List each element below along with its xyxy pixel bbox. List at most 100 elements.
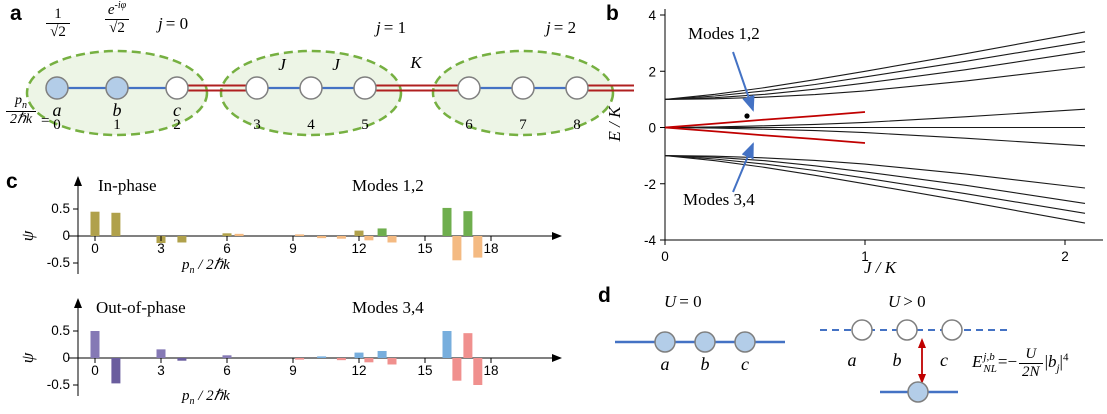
energy-shift-arrow-bottom	[918, 374, 926, 384]
x-axis-arrow	[552, 232, 562, 240]
site-index-3: 3	[253, 117, 261, 133]
x-tick-label: 6	[223, 241, 231, 256]
modes-1-2-annotation: Modes 1,2	[688, 24, 760, 43]
x-tick-label: 0	[91, 241, 99, 256]
y-tick-label: -0.5	[47, 255, 70, 270]
in-phase-x-axis-title: pn / 2ℏk	[182, 255, 230, 276]
site-index-0: 0	[53, 117, 61, 133]
series-band-upper-1	[664, 31, 1086, 100]
p-subscript: n	[22, 99, 27, 111]
site-4-circle	[299, 76, 323, 100]
y-tick-label: -2	[644, 177, 656, 192]
eq-b: b	[1047, 351, 1057, 371]
y-axis-arrow	[74, 298, 82, 308]
coupling-J-label: J	[332, 55, 340, 74]
u1-site-b-label: b	[892, 350, 902, 370]
bar	[317, 356, 327, 358]
out-of-phase-x-axis-title: pn / 2ℏk	[182, 386, 230, 407]
bar	[336, 358, 346, 361]
x-tick-label: 0	[661, 249, 669, 264]
x-tick-label: 3	[157, 241, 165, 256]
site-a-label: a	[52, 100, 62, 120]
eq-abs-open: |	[1044, 351, 1048, 371]
bar	[90, 211, 100, 236]
y-tick-label: -0.5	[47, 377, 70, 392]
x-tick-label: 6	[223, 363, 231, 378]
site-c-label: c	[173, 100, 181, 120]
series-band-lower-4	[664, 155, 1086, 189]
in-phase-chart: 0.5 0 -0.5 0 3 6 9 12 15 18	[47, 176, 562, 274]
eq-numerator: U	[1025, 346, 1037, 362]
y-tick-label: 0	[648, 121, 656, 136]
trimer-2-index-label: j = 2	[546, 18, 576, 38]
bar	[442, 331, 452, 358]
j-symbol: j	[546, 18, 551, 37]
eq-superscript: j,b	[983, 350, 995, 363]
spectrum-x-axis-title: J / K	[863, 258, 897, 277]
site-7-circle	[511, 76, 535, 100]
spectrum-y-axis-title: E / K	[605, 106, 624, 142]
site-2-circle	[165, 76, 189, 100]
p-subscript: n	[189, 265, 195, 276]
equals-sign: =	[41, 113, 50, 129]
out-of-phase-chart: 0.5 0 -0.5 0 3 6 9 12 15 18	[47, 298, 562, 396]
series-band-lower-2	[664, 155, 1086, 214]
site-1-circle	[105, 76, 129, 100]
x-tick-label: 9	[289, 241, 297, 256]
momentum-fraction: pn 2ℏk	[2, 93, 40, 128]
x-tick-label: 15	[417, 363, 432, 378]
out-of-phase-title: Out-of-phase	[96, 298, 186, 317]
U-symbol: U	[664, 292, 677, 311]
out-of-phase-y-axis-title: ψ	[18, 352, 37, 364]
bar	[452, 236, 462, 261]
u0-site-b-circle	[694, 331, 716, 353]
amplitude-b-denominator: √2	[105, 18, 129, 37]
bar	[463, 211, 473, 236]
site-index-5: 5	[361, 117, 369, 133]
y-tick-label: 0	[62, 350, 70, 365]
eq-equals: =	[997, 351, 1008, 371]
site-index-7: 7	[519, 117, 527, 133]
u1-site-a-circle	[851, 319, 873, 341]
momentum-denominator: 2ℏk	[5, 111, 37, 128]
bar	[234, 233, 244, 236]
site-3-circle	[245, 76, 269, 100]
panel-b-label: b	[606, 2, 619, 25]
bar	[377, 350, 387, 358]
bar	[473, 236, 483, 258]
bar	[90, 331, 100, 358]
modes-1-2-arrow	[732, 51, 755, 112]
p-subscript: n	[189, 396, 195, 407]
amplitude-b-base: e	[107, 2, 115, 18]
series-band-upper-4	[664, 66, 1086, 100]
eq-subscript: NL	[983, 363, 997, 375]
x-axis-arrow	[552, 354, 562, 362]
panel-c-label: c	[6, 170, 18, 193]
panel-d-label: d	[598, 284, 611, 307]
panel-d-diagram	[615, 319, 1008, 403]
u0-site-a-label: a	[660, 354, 670, 374]
series-modes-3-4	[664, 126, 866, 144]
series-band-middle-up	[664, 108, 1086, 129]
bar	[364, 358, 374, 363]
x-tick-label: 9	[289, 363, 297, 378]
momentum-numerator: pn	[15, 93, 27, 111]
amplitude-b-numerator: e-iφ	[107, 0, 126, 19]
eq-b-subscript: j	[1056, 362, 1060, 375]
coupling-J-label: J	[278, 55, 286, 74]
modes-marker-dot	[744, 113, 750, 119]
series-band-middle-down	[664, 126, 1086, 147]
site-b-label: b	[112, 100, 122, 120]
p-symbol: p	[182, 388, 190, 404]
panel-a-label: a	[10, 2, 22, 25]
amplitude-a-numerator: 1	[54, 6, 62, 22]
series-band-lower-1	[664, 155, 1086, 224]
y-tick-label: 4	[648, 8, 656, 23]
bar	[354, 230, 364, 236]
u0-site-c-circle	[734, 331, 756, 353]
bar	[295, 234, 305, 236]
x-tick-label: 18	[483, 363, 498, 378]
u1-site-c-label: c	[940, 350, 948, 370]
panel-a-diagram	[25, 49, 634, 137]
